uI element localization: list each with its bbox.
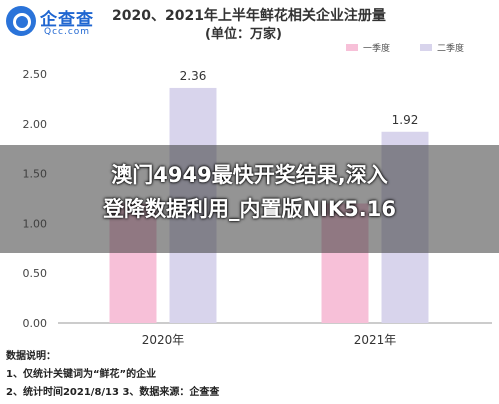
legend-swatch-一季度 — [346, 44, 358, 51]
text-overlay-band — [0, 145, 499, 253]
notes-line-2: 2、统计时间2021/8/13 3、数据来源：企查查 — [6, 387, 220, 398]
chart-header: 企查查 Qcc.com 2020、2021年上半年鲜花相关企业注册量 (单位：万… — [0, 0, 499, 48]
x-tick-label: 2021年 — [354, 333, 397, 347]
logo-domain: Qcc.com — [44, 27, 91, 37]
y-tick-label: 0.00 — [23, 317, 48, 330]
legend-label: 一季度 — [363, 42, 390, 54]
y-tick-label: 2.00 — [23, 118, 48, 131]
qcc-logo-icon — [6, 6, 36, 36]
legend-label: 二季度 — [437, 42, 464, 54]
overlay-line-1: 澳门4949最快开奖结果,深入 — [111, 163, 388, 187]
overlay-caption: 澳门4949最快开奖结果,深入 登降数据利用_内置版NIK5.16 — [0, 158, 499, 226]
x-tick-label: 2020年 — [142, 333, 185, 347]
data-label: 1.92 — [392, 113, 419, 127]
logo-brand-name: 企查查 — [40, 10, 94, 30]
overlay-line-2: 登降数据利用_内置版NIK5.16 — [103, 197, 396, 221]
chart-title: 2020、2021年上半年鲜花相关企业注册量 — [112, 8, 386, 24]
notes-heading: 数据说明： — [6, 351, 56, 362]
data-label: 2.36 — [180, 69, 207, 83]
chart-subtitle: (单位：万家) — [205, 27, 282, 42]
y-tick-label: 2.50 — [23, 68, 48, 81]
legend-swatch-二季度 — [420, 44, 432, 51]
notes-line-1: 1、仅统计关键词为“鲜花”的企业 — [6, 369, 157, 380]
y-tick-label: 0.50 — [23, 267, 48, 280]
data-notes: 数据说明： 1、仅统计关键词为“鲜花”的企业 2、统计时间2021/8/13 3… — [6, 348, 219, 402]
